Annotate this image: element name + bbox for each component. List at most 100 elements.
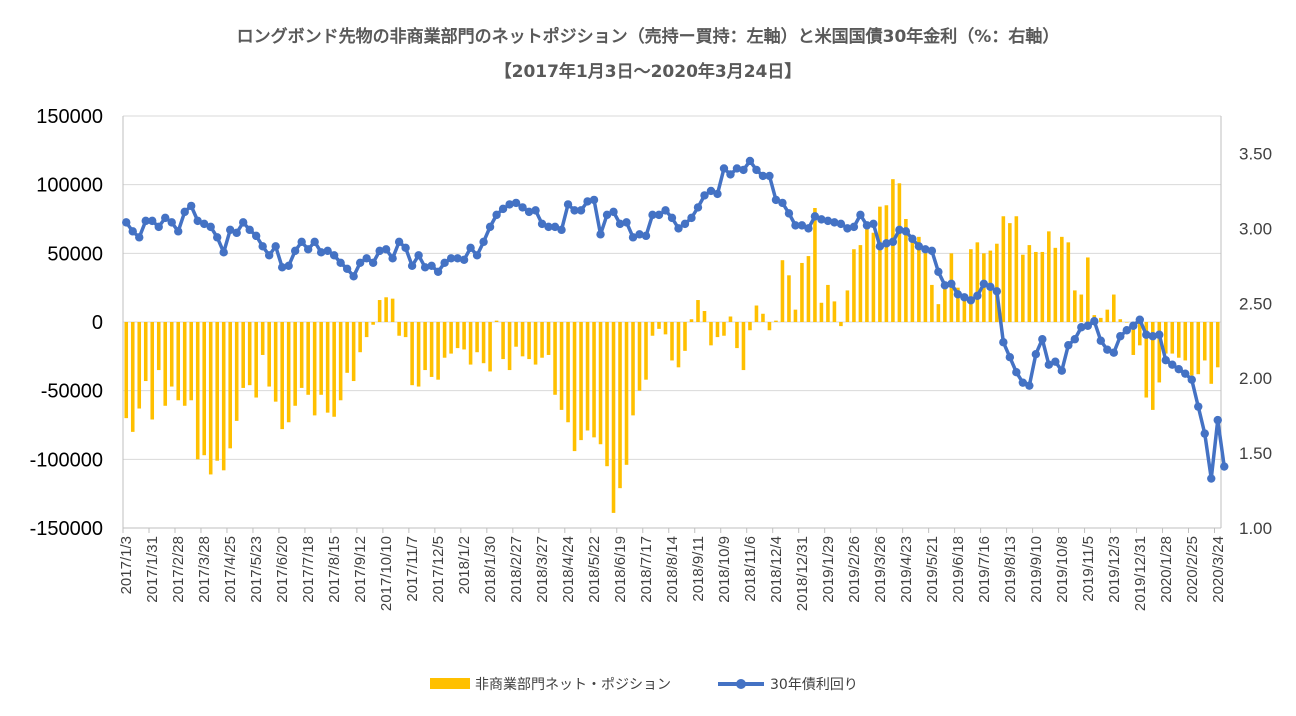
yield-point (661, 206, 670, 215)
bar (657, 322, 661, 329)
bar (715, 322, 720, 338)
yield-point (862, 221, 872, 230)
yield-point (583, 197, 592, 206)
bar (1099, 317, 1103, 322)
bar (650, 322, 655, 336)
left-tick-label: -50000 (41, 381, 103, 403)
yield-point (336, 258, 345, 268)
yield-point (537, 219, 547, 229)
x-tick-label: 2018/9/11 (690, 536, 707, 602)
right-tick-label: 1.50 (1239, 444, 1272, 463)
yield-point (1103, 345, 1112, 354)
yield-point (557, 225, 566, 235)
bar (384, 297, 388, 322)
yield-point (667, 213, 677, 223)
bar (1008, 223, 1012, 322)
bar (143, 322, 148, 382)
bar (1189, 322, 1194, 376)
bar (1040, 251, 1045, 322)
bar (416, 322, 421, 387)
yield-point (1207, 474, 1216, 483)
bar (813, 208, 817, 322)
yield-point (596, 230, 605, 239)
yield-point (1116, 332, 1125, 341)
bar (1073, 290, 1077, 322)
bar (1138, 322, 1142, 346)
bar (247, 322, 252, 386)
bar (923, 250, 928, 322)
gridlines (123, 115, 1221, 460)
x-tick-label: 2018/1/2 (456, 536, 473, 594)
bar (735, 322, 739, 349)
bar (1001, 216, 1006, 322)
bar (689, 319, 694, 322)
bar (1157, 322, 1162, 383)
yield-point (953, 290, 963, 299)
bar (267, 322, 271, 387)
bar (546, 322, 551, 355)
yield-point (135, 233, 144, 242)
yield-point (1161, 356, 1170, 365)
right-tick-label: 3.00 (1239, 219, 1272, 238)
bar (572, 322, 577, 452)
bar (1202, 322, 1207, 361)
bar (442, 322, 447, 358)
yield-point (213, 233, 222, 242)
yield-point (700, 191, 709, 200)
left-tick-label: 0 (92, 312, 103, 334)
bar (488, 322, 492, 372)
bar (137, 322, 142, 409)
yield-point (765, 171, 774, 181)
bar (748, 322, 752, 331)
bar (800, 262, 804, 322)
bar (839, 322, 843, 327)
legend-line-label: 30年債利回り (770, 677, 858, 693)
bar (1112, 294, 1116, 322)
yield-point (966, 296, 976, 305)
x-tick-label: 2019/6/18 (950, 536, 967, 603)
legend-bar-label: 非商業部門ネット・ポジション (475, 677, 671, 693)
yield-point (1025, 381, 1034, 390)
bar (221, 322, 226, 471)
yield-point (1187, 375, 1196, 384)
yield-point (680, 219, 690, 229)
bar (169, 322, 174, 387)
yield-point (843, 224, 852, 233)
bar (930, 284, 934, 322)
x-tick-label: 2019/1/29 (820, 536, 837, 603)
bar (676, 322, 681, 368)
yield-point (602, 210, 612, 220)
bar (1047, 231, 1051, 322)
x-tick-label: 2018/2/27 (508, 536, 525, 603)
yield-point (264, 251, 274, 260)
bar (826, 284, 830, 322)
yield-point (200, 219, 209, 229)
bar (871, 232, 876, 322)
legend: 非商業部門ネット・ポジション 30年債利回り (430, 677, 858, 693)
bar (514, 322, 518, 347)
bar (832, 301, 837, 322)
bar-series (124, 179, 1220, 513)
bar (423, 322, 427, 371)
bar (130, 322, 135, 432)
bar (332, 322, 336, 417)
bar (774, 320, 778, 322)
x-tick-label: 2019/7/16 (976, 536, 993, 603)
yield-point (277, 263, 287, 272)
bar (293, 322, 297, 406)
yield-point (316, 248, 326, 257)
x-tick-label: 2017/1/31 (144, 536, 161, 603)
x-tick-label: 2018/8/14 (664, 536, 681, 603)
bar (975, 242, 980, 322)
yield-point (1181, 369, 1190, 378)
bar (956, 287, 960, 322)
yield-line (124, 159, 1226, 481)
bar (1066, 242, 1071, 322)
bar (455, 322, 460, 349)
yield-point (1064, 341, 1073, 350)
bar (254, 322, 258, 398)
bar (286, 322, 291, 423)
bar (917, 236, 921, 322)
legend-line-marker (736, 679, 746, 689)
yield-point (492, 210, 501, 220)
